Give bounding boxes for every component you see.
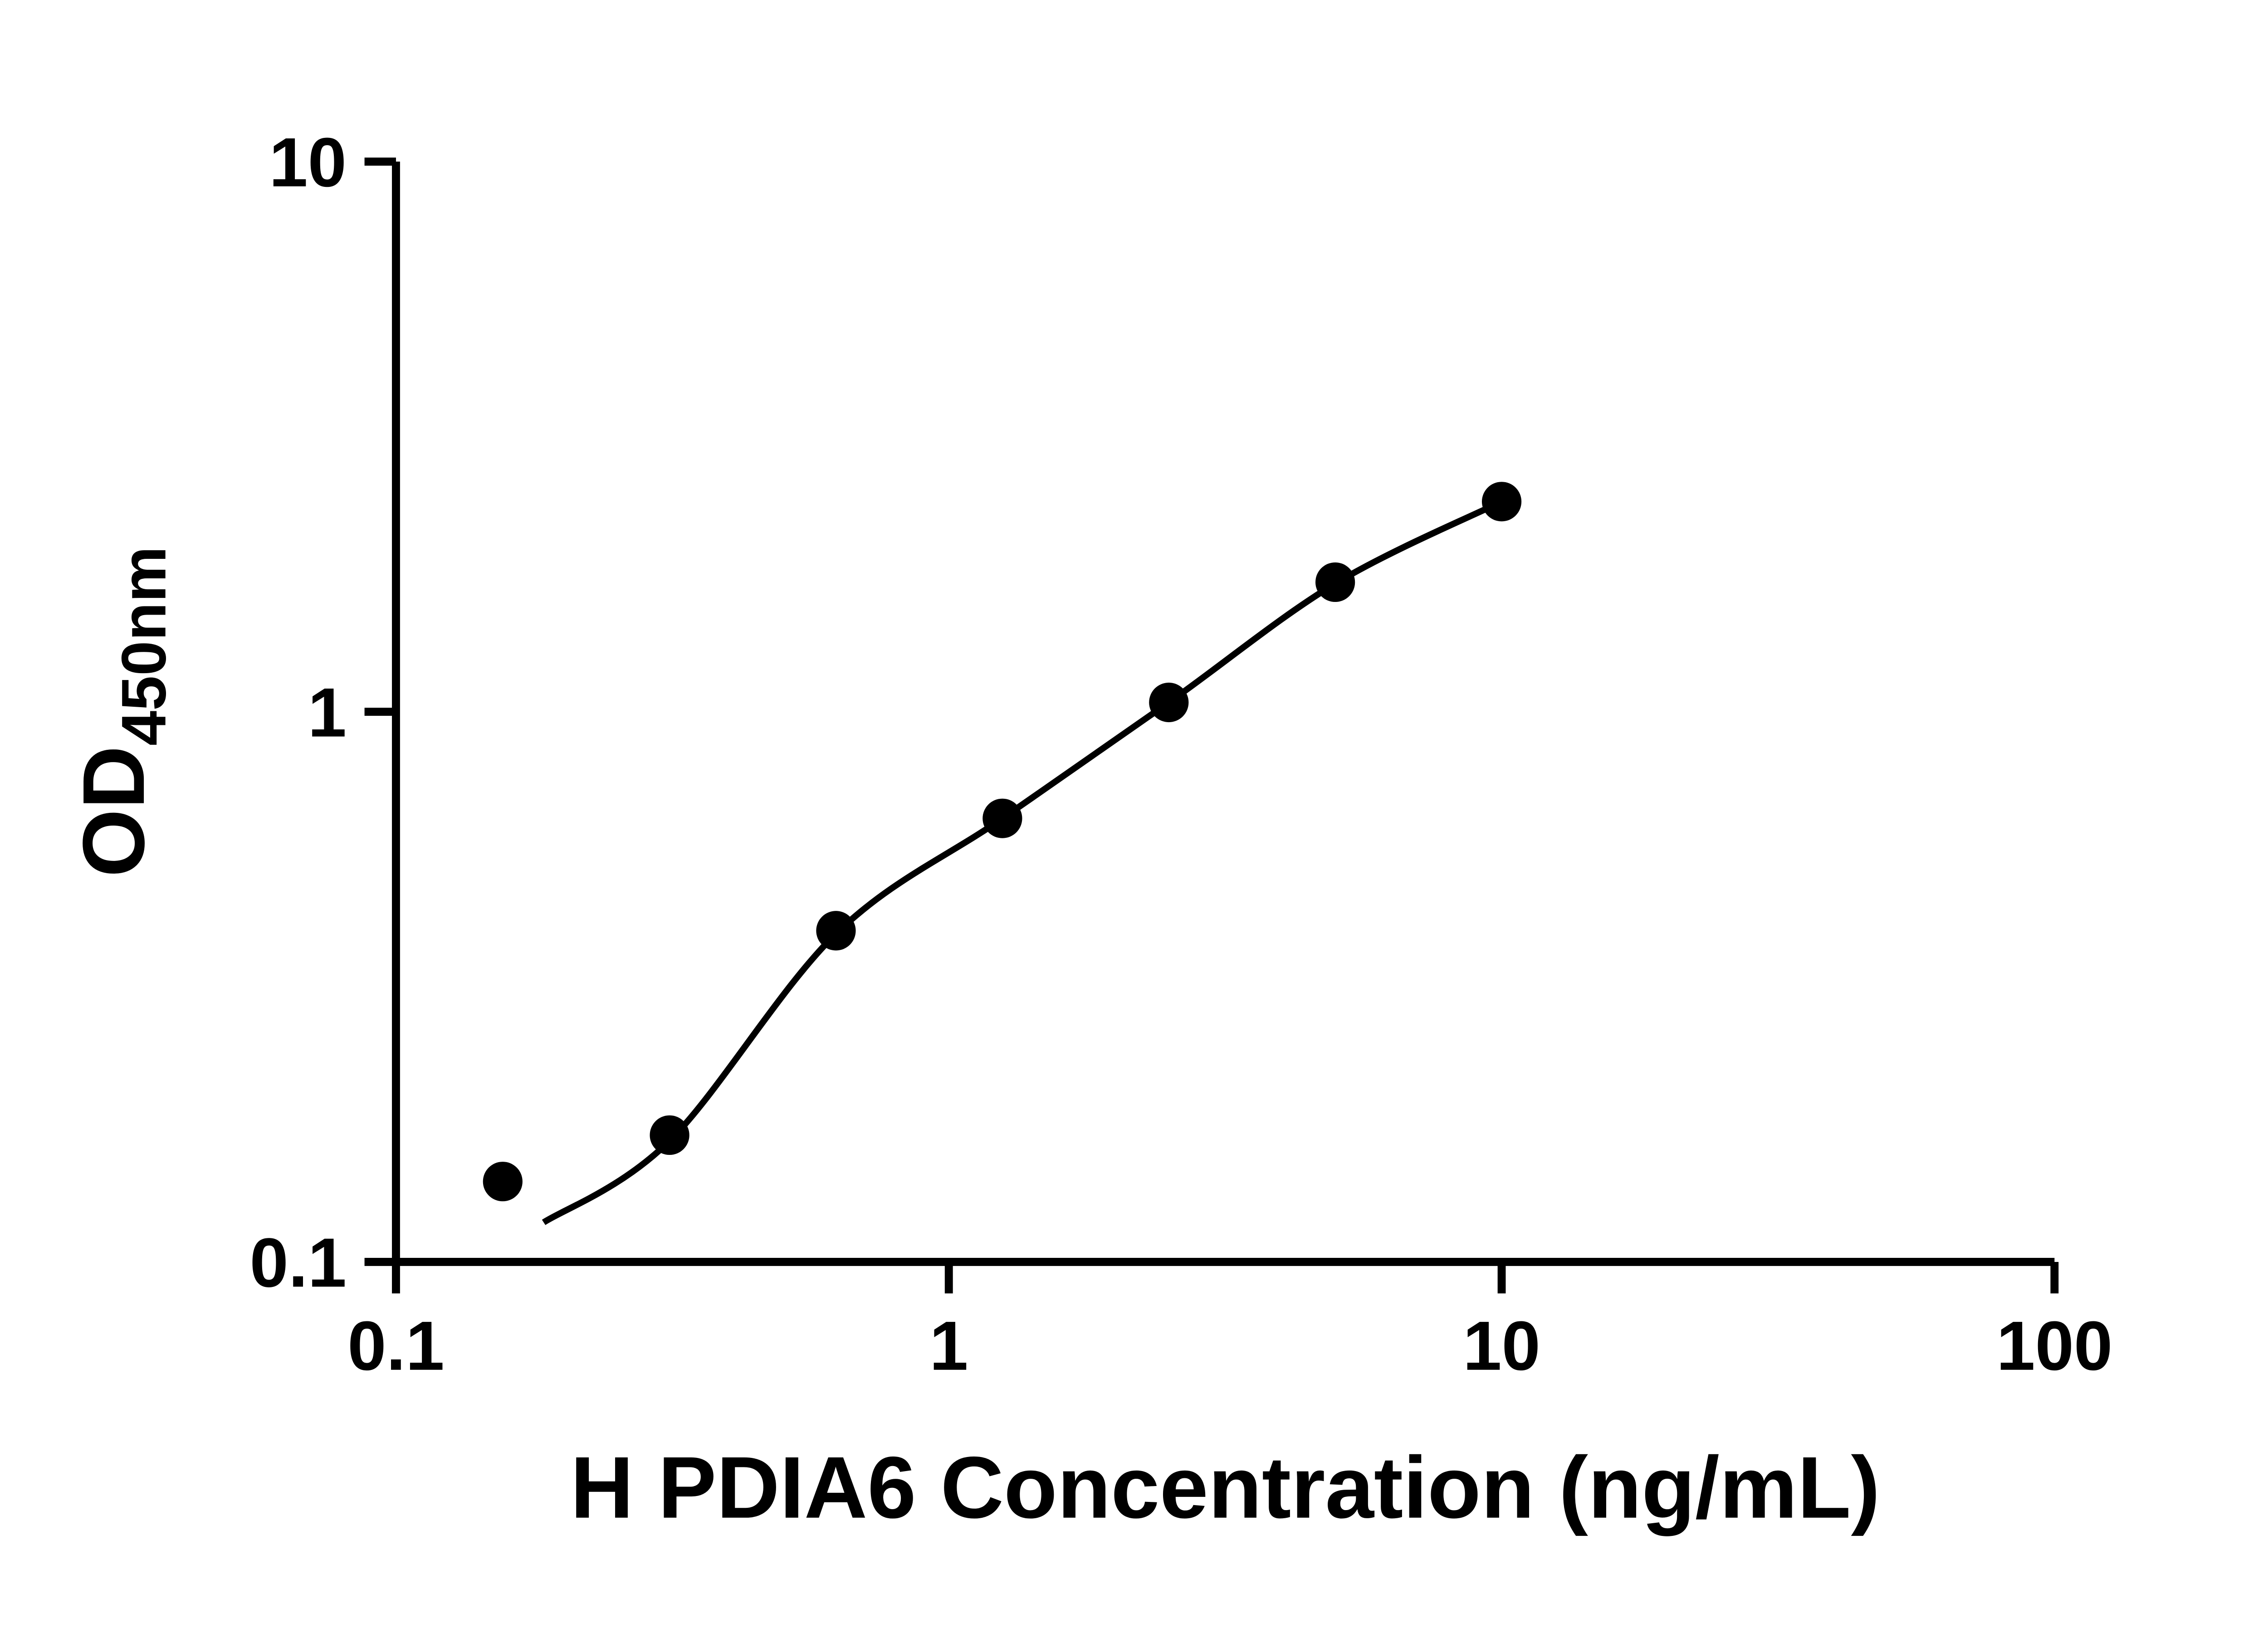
y-axis-tick-label: 0.1 — [249, 1223, 346, 1301]
y-axis-title: OD450nm — [64, 546, 179, 877]
data-point — [650, 1115, 689, 1155]
y-axis-title-main: OD — [64, 746, 162, 877]
data-point — [816, 911, 856, 951]
x-axis-tick-label: 0.1 — [347, 1307, 444, 1385]
fit-curve-line — [542, 499, 1503, 1225]
x-axis-title: H PDIA6 Concentration (ng/mL) — [570, 1438, 1880, 1536]
y-axis-tick-label: 10 — [269, 123, 347, 201]
axes-layer — [392, 161, 2055, 1266]
y-axis-tick-label: 1 — [308, 674, 347, 752]
data-point — [1315, 562, 1355, 602]
x-axis-tick-label: 1 — [929, 1307, 968, 1385]
x-axis-tick-label: 100 — [1996, 1307, 2112, 1385]
data-point — [483, 1162, 523, 1202]
data-point — [1481, 482, 1522, 522]
x-axis-tick-label: 10 — [1463, 1307, 1540, 1385]
plot-layer — [483, 482, 1522, 1225]
y-axis-title-subscript: 450nm — [109, 546, 179, 746]
tick-labels-layer: 0.1 1 10 100 0.1 1 10 — [249, 123, 2112, 1385]
data-point — [982, 798, 1022, 838]
axis-spines — [392, 161, 2055, 1266]
ticks-layer — [364, 157, 2059, 1294]
data-point — [1149, 682, 1189, 723]
